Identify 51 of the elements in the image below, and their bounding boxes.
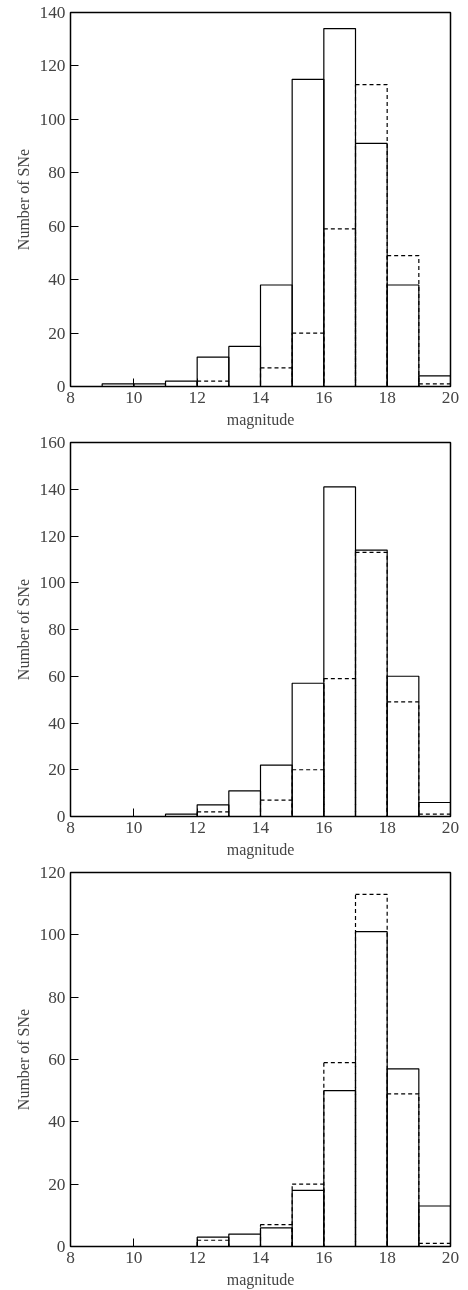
x-axis-title: magnitude [226, 410, 295, 429]
y-tick-label: 20 [48, 760, 66, 780]
x-tick-label: 8 [66, 387, 75, 407]
y-tick-label: 100 [39, 925, 66, 945]
y-axis-title: Number of SNe [14, 1008, 32, 1111]
x-tick-label: 18 [378, 387, 396, 407]
x-tick-label: 20 [441, 817, 460, 837]
x-tick-label: 10 [125, 817, 143, 837]
y-tick-label: 100 [39, 109, 66, 129]
x-tick-label: 20 [441, 1247, 460, 1267]
x-axis-title: magnitude [226, 840, 295, 859]
x-axis-title: magnitude [226, 1270, 295, 1289]
x-tick-label: 8 [66, 817, 75, 837]
x-tick-label: 12 [188, 387, 206, 407]
x-tick-label: 16 [315, 817, 333, 837]
y-tick-label: 40 [48, 713, 66, 733]
x-tick-label: 14 [251, 1247, 270, 1267]
x-tick-label: 8 [66, 1247, 75, 1267]
x-tick-label: 16 [315, 1247, 333, 1267]
x-tick-label: 16 [315, 387, 333, 407]
y-tick-label: 120 [39, 863, 66, 882]
x-tick-label: 12 [188, 1247, 206, 1267]
y-tick-label: 0 [56, 807, 66, 826]
x-tick-label: 10 [125, 1247, 143, 1267]
y-tick-label: 20 [48, 1174, 66, 1194]
x-tick-label: 20 [441, 387, 460, 407]
x-tick-label: 14 [251, 817, 270, 837]
y-tick-label: 60 [48, 1050, 66, 1069]
y-axis-title: Number of SNe [14, 578, 32, 681]
y-tick-label: 160 [39, 433, 66, 452]
x-tick-label: 10 [125, 387, 143, 407]
y-tick-label: 80 [48, 987, 66, 1007]
y-tick-label: 80 [48, 620, 66, 639]
x-tick-label: 18 [378, 817, 396, 837]
y-tick-label: 20 [48, 323, 66, 343]
y-tick-label: 120 [39, 56, 66, 76]
x-tick-label: 12 [188, 817, 206, 837]
y-tick-label: 120 [39, 526, 66, 546]
y-tick-label: 40 [48, 1112, 66, 1132]
y-tick-label: 60 [48, 666, 66, 686]
x-tick-label: 18 [378, 1247, 396, 1267]
y-tick-label: 60 [48, 216, 66, 236]
y-tick-label: 140 [39, 3, 66, 22]
y-tick-label: 100 [39, 573, 66, 593]
y-axis-title: Number of SNe [14, 148, 32, 251]
y-tick-label: 0 [56, 377, 66, 396]
y-tick-label: 0 [56, 1237, 66, 1256]
y-tick-label: 80 [48, 163, 66, 183]
y-tick-label: 140 [39, 479, 66, 499]
x-tick-label: 14 [251, 387, 270, 407]
y-tick-label: 40 [48, 270, 66, 290]
